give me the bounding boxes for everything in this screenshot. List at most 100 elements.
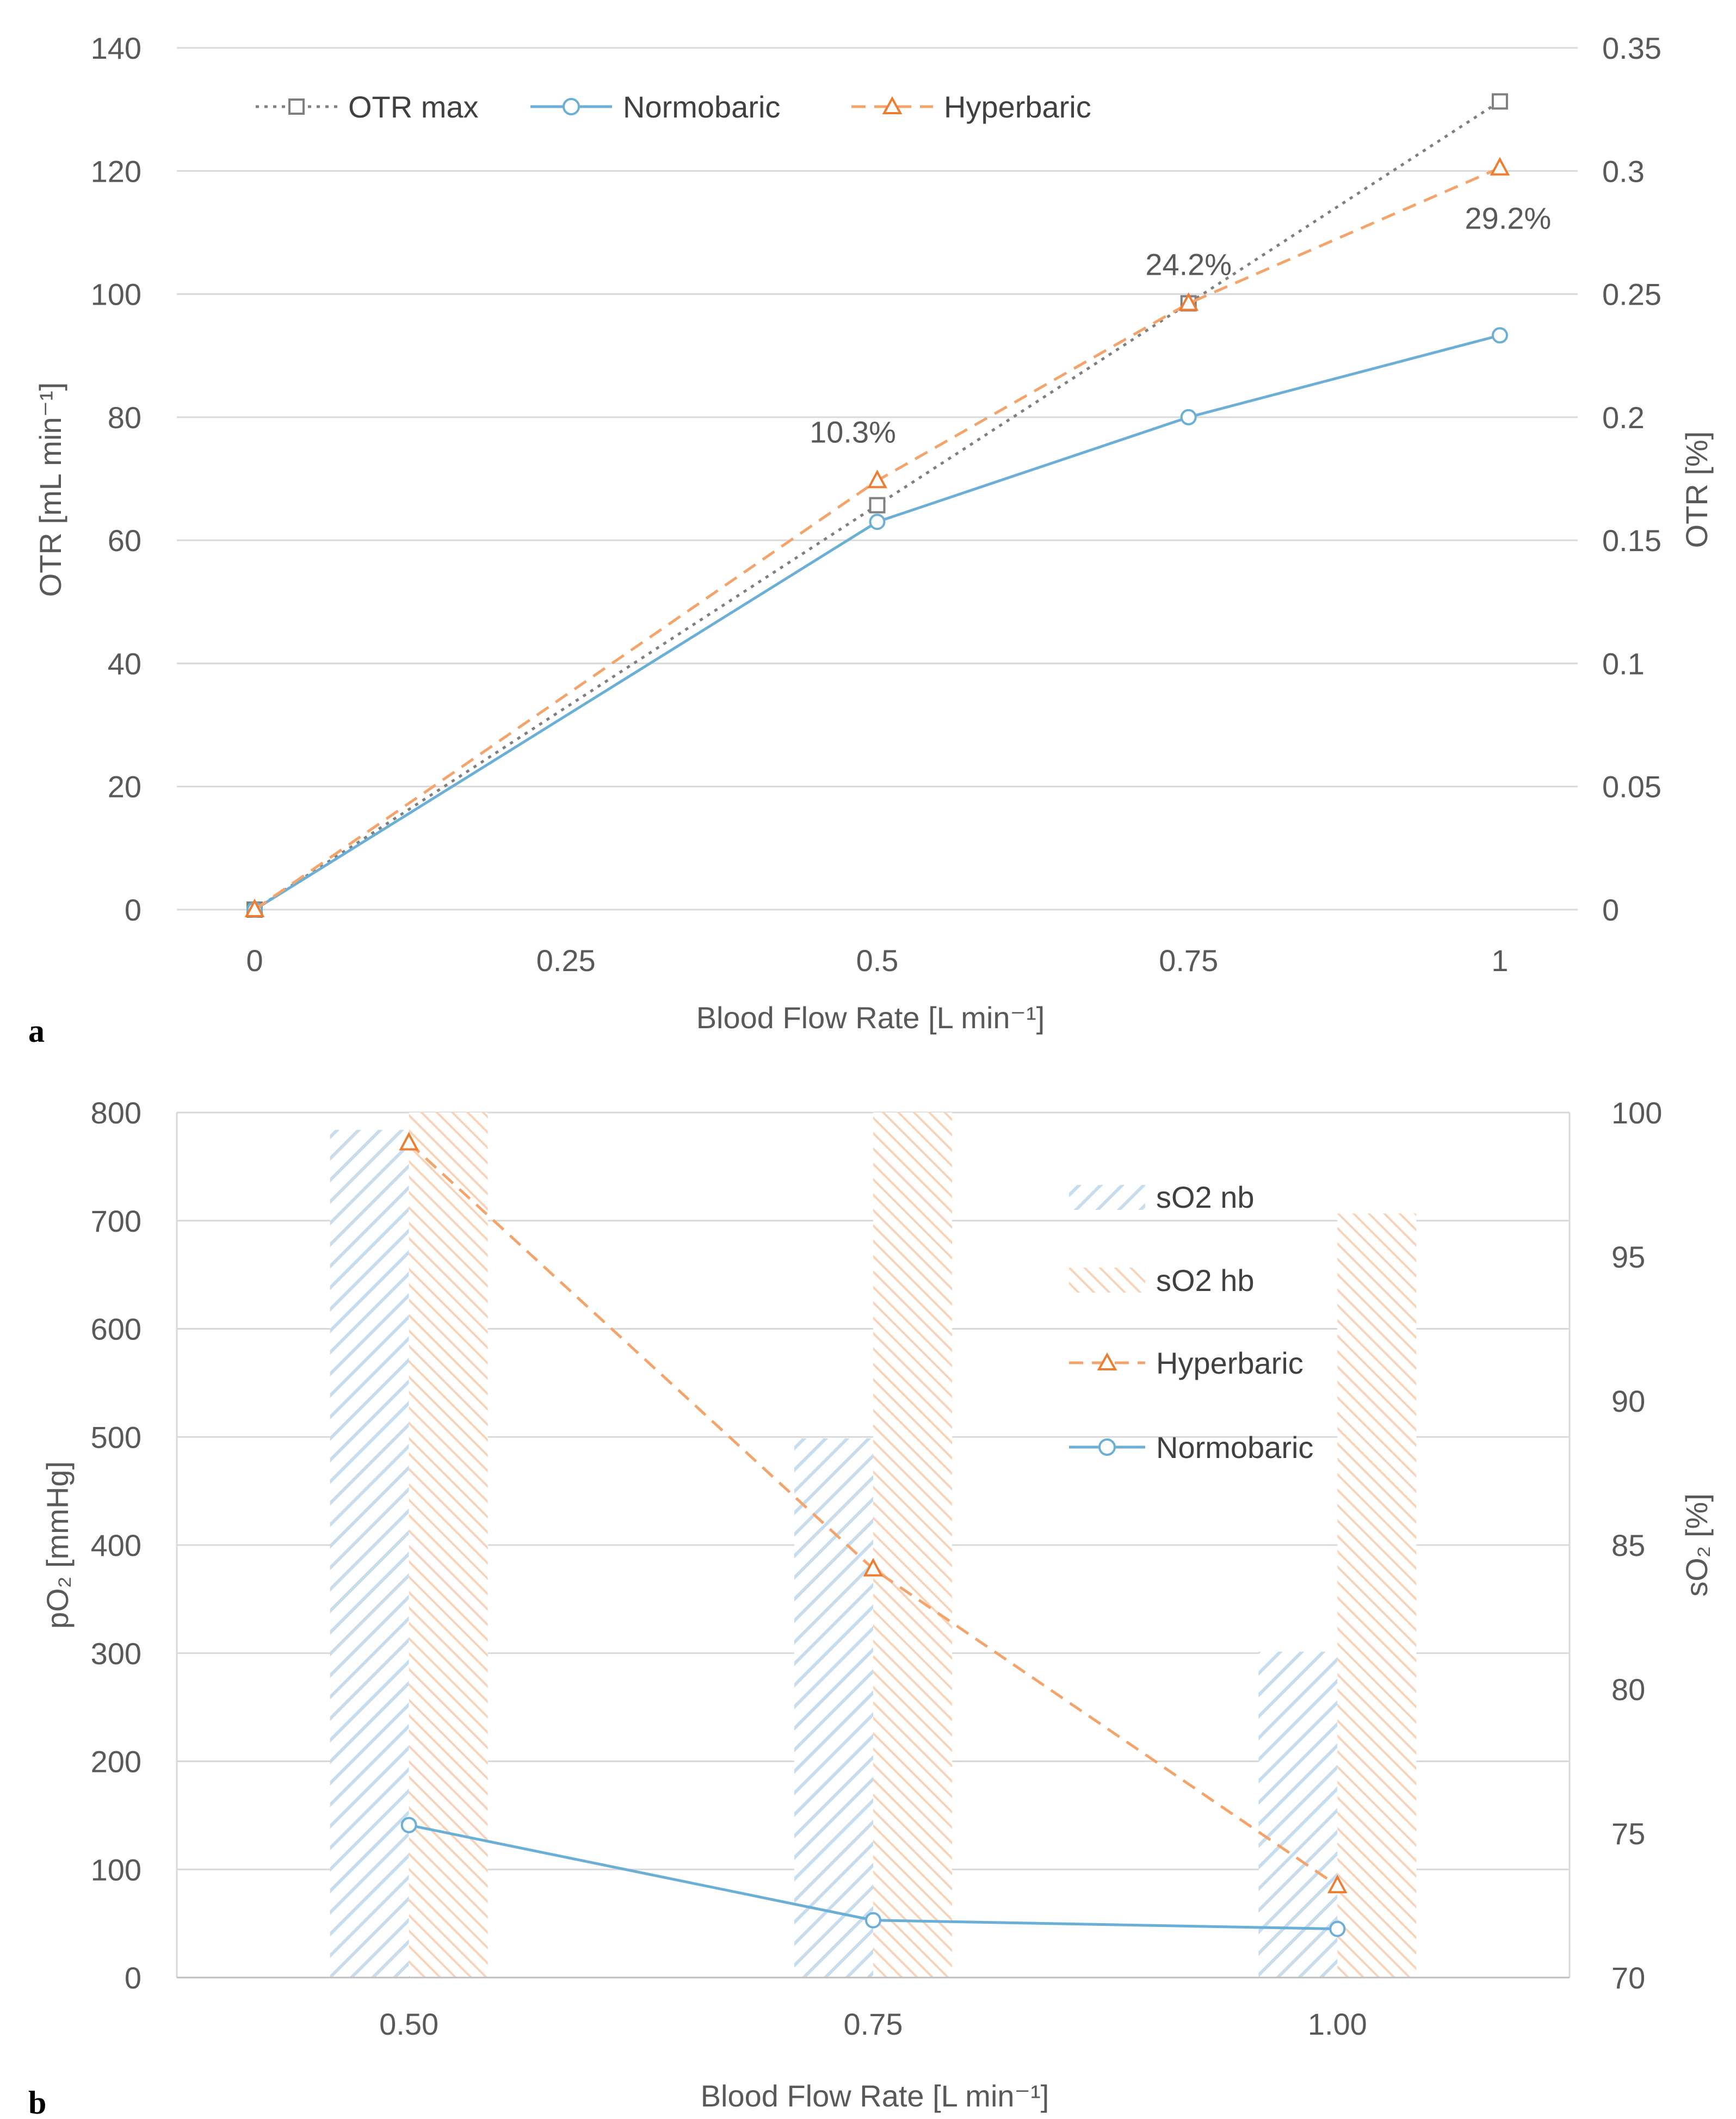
- chart-b-y-axis-title: pO₂ [mmHg]: [40, 1461, 75, 1629]
- chart-a-x-tick-label: 0.25: [536, 943, 596, 978]
- chart-a-x-ticks: 0 0.25 0.5 0.75 1: [246, 943, 1508, 978]
- chart-b-y-tick-label: 0: [125, 1961, 141, 1995]
- chart-a-annotation: 29.2%: [1465, 201, 1552, 236]
- chart-b-point-hyperbaric: [1327, 1874, 1348, 1894]
- chart-b-y-tick-label: 400: [91, 1528, 141, 1562]
- chart-a-y-tick-label: 0: [125, 893, 141, 927]
- chart-a-y2-tick-label: 0.3: [1602, 154, 1645, 188]
- panel-label-a: a: [28, 1013, 45, 1049]
- legend-item-hyperbaric: Hyperbaric: [851, 90, 1091, 124]
- chart-b-bar-so2-hb: [873, 1113, 952, 1978]
- chart-a-series-line-hyperbaric: [254, 166, 1500, 911]
- chart-b-point-hyperbaric: [399, 1132, 419, 1151]
- chart-a-y2-tick-label: 0.25: [1602, 277, 1661, 312]
- chart-b-x-tick-label: 0.75: [844, 2007, 903, 2041]
- chart-b-x-ticks: 0.50 0.75 1.00: [379, 2007, 1367, 2041]
- chart-a-y2-tick-label: 0: [1602, 893, 1619, 927]
- chart-b-y-tick-label: 600: [91, 1312, 141, 1346]
- chart-a-y2-ticks: 0 0.05 0.1 0.15 0.2 0.25 0.3 0.35: [1602, 31, 1661, 927]
- chart-a-point-normobaric: [869, 514, 886, 530]
- legend-item-so2-hb: sO2 hb: [1069, 1263, 1255, 1298]
- chart-a-point-otr-max: [869, 497, 886, 514]
- chart-a-x-tick-label: 0.5: [856, 943, 899, 978]
- legend-item-so2-nb: sO2 nb: [1069, 1180, 1255, 1214]
- chart-b-point-normobaric: [400, 1817, 417, 1833]
- chart-b-y2-tick-label: 85: [1611, 1528, 1645, 1562]
- chart-b-x-tick-label: 1.00: [1308, 2007, 1367, 2041]
- chart-b-y-tick-label: 800: [91, 1096, 141, 1130]
- chart-b-point-normobaric: [1329, 1920, 1346, 1937]
- chart-b-y2-tick-label: 90: [1611, 1384, 1645, 1418]
- legend-item-normobaric: Normobaric: [530, 90, 780, 124]
- chart-b-y2-tick-label: 100: [1611, 1096, 1662, 1130]
- chart-b-y2-tick-label: 95: [1611, 1240, 1645, 1274]
- chart-b-point-normobaric: [865, 1912, 881, 1929]
- chart-a-gridlines: [177, 47, 1578, 911]
- chart-a-x-axis-title: Blood Flow Rate [L min⁻¹]: [696, 1000, 1045, 1035]
- chart-b-y2-ticks: 70 75 80 85 90 95 100: [1611, 1096, 1662, 1995]
- chart-b-bar-so2-nb: [330, 1129, 409, 1978]
- chart-b-y2-tick-label: 80: [1611, 1672, 1645, 1707]
- legend-label-hyperbaric-b: Hyperbaric: [1156, 1346, 1303, 1380]
- panel-label-b: b: [28, 2085, 46, 2119]
- chart-a-series-line-normobaric: [254, 333, 1500, 911]
- chart-b-y-tick-label: 700: [91, 1204, 141, 1238]
- chart-a-point-hyperbaric: [244, 898, 265, 917]
- chart-a-y-axis-title: OTR [mL min⁻¹]: [33, 382, 67, 597]
- chart-b-series: [399, 1132, 1348, 1937]
- chart-a-point-hyperbaric: [1178, 292, 1199, 311]
- chart-a-y-tick-label: 140: [91, 31, 141, 65]
- chart-b-y2-tick-label: 75: [1611, 1817, 1645, 1851]
- legend-item-normobaric-b: Normobaric: [1069, 1430, 1313, 1465]
- chart-a-series: [244, 93, 1510, 918]
- chart-a-y2-tick-label: 0.35: [1602, 31, 1661, 65]
- chart-a-y-tick-label: 20: [108, 770, 141, 804]
- legend-label-so2-hb: sO2 hb: [1156, 1263, 1255, 1298]
- legend-item-hyperbaric-b: Hyperbaric: [1069, 1346, 1303, 1380]
- chart-a-series-line-otr-max: [254, 100, 1501, 911]
- chart-a-point-otr-max: [1491, 93, 1508, 110]
- chart-a-y-ticks: 0 20 40 60 80 100 120 140: [91, 31, 141, 927]
- chart-a-x-tick-label: 0.75: [1159, 943, 1218, 978]
- legend-label-so2-nb: sO2 nb: [1156, 1180, 1255, 1214]
- chart-a-point-hyperbaric: [1490, 157, 1510, 176]
- chart-b-y2-axis-title: sO₂ [%]: [1679, 1493, 1714, 1597]
- chart-a-annotation: 10.3%: [810, 415, 896, 449]
- chart-b-y-tick-label: 200: [91, 1745, 141, 1779]
- chart-a-point-normobaric: [1180, 409, 1197, 425]
- chart-b-y-ticks: 0 100 200 300 400 500 600 700 800: [91, 1096, 141, 1995]
- legend-label-normobaric: Normobaric: [623, 90, 780, 124]
- chart-a-y-tick-label: 60: [108, 523, 141, 558]
- chart-b-y2-tick-label: 70: [1611, 1961, 1645, 1995]
- chart-b-x-axis-title: Blood Flow Rate [L min⁻¹]: [701, 2079, 1049, 2113]
- chart-a-y-tick-label: 40: [108, 646, 141, 681]
- chart-b-bar-so2-nb: [794, 1438, 873, 1978]
- chart-a-y-tick-label: 80: [108, 400, 141, 435]
- chart-b-x-tick-label: 0.50: [379, 2007, 438, 2041]
- chart-b-bar-so2-nb: [1258, 1652, 1338, 1978]
- chart-b-axes: [176, 1113, 1571, 1979]
- chart-a-y-tick-label: 100: [91, 277, 141, 312]
- legend-label-hyperbaric: Hyperbaric: [944, 90, 1091, 124]
- chart-a-y2-tick-label: 0.1: [1602, 646, 1645, 681]
- chart-a-y2-tick-label: 0.2: [1602, 400, 1645, 435]
- chart-b-legend: sO2 nb sO2 hb Hyperbaric Normobaric: [1069, 1180, 1313, 1465]
- chart-b-y-tick-label: 300: [91, 1636, 141, 1671]
- legend-label-normobaric-b: Normobaric: [1156, 1430, 1313, 1465]
- chart-a-y2-tick-label: 0.15: [1602, 523, 1661, 558]
- chart-a-point-hyperbaric: [867, 469, 887, 489]
- chart-b: 0 100 200 300 400 500 600 700 800 70 75 80 85 90 95 10…: [28, 1096, 1714, 2119]
- chart-a-annotation: 24.2%: [1145, 248, 1232, 282]
- chart-b-bar-so2-hb: [1337, 1213, 1417, 1978]
- chart-a-y2-axis-title: OTR [%]: [1679, 431, 1714, 548]
- chart-a-annotations: 10.3% 24.2% 29.2%: [810, 201, 1551, 449]
- chart-a-y2-tick-label: 0.05: [1602, 770, 1661, 804]
- chart-a-x-tick-label: 1: [1491, 943, 1508, 978]
- chart-a-y-tick-label: 120: [91, 154, 141, 188]
- chart-b-bar-so2-hb: [409, 1113, 488, 1978]
- legend-label-otr-max: OTR max: [348, 90, 479, 124]
- chart-a-point-normobaric: [1491, 327, 1508, 344]
- chart-b-y-tick-label: 500: [91, 1420, 141, 1454]
- chart-a-legend: OTR max Normobaric Hyperbaric: [256, 90, 1091, 124]
